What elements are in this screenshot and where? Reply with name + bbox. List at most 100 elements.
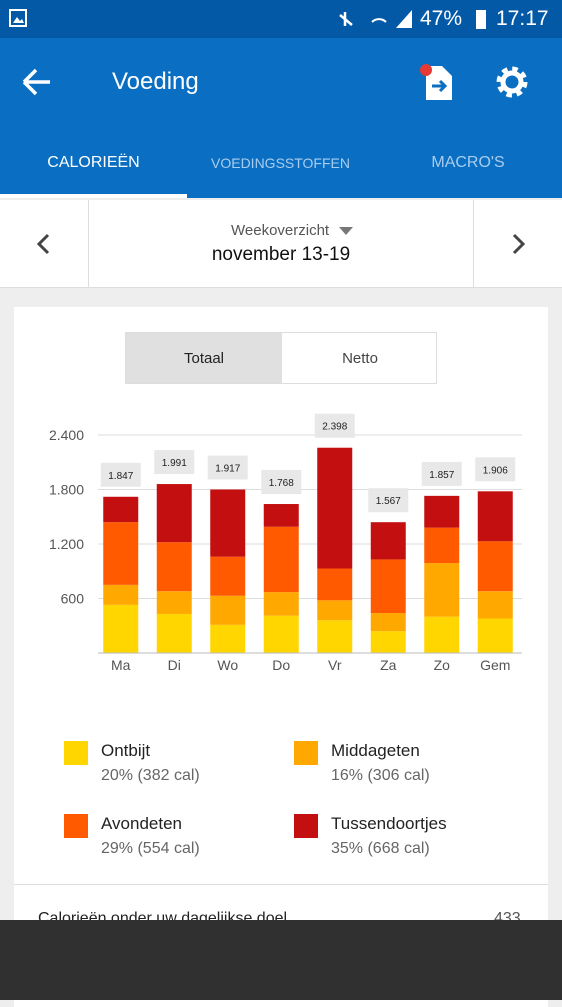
tab-indicator xyxy=(0,194,187,198)
legend-label: Avondeten xyxy=(101,814,182,833)
total-label-box xyxy=(261,470,302,495)
bar-segment xyxy=(424,563,460,617)
bar-segment xyxy=(263,526,299,593)
legend-detail: 20% (382 cal) xyxy=(101,767,200,784)
toggle-option[interactable]: Totaal xyxy=(183,350,225,367)
total-label: 1.991 xyxy=(162,458,187,469)
bar-segment xyxy=(370,522,406,560)
bar-segment xyxy=(156,613,192,653)
legend-label: Ontbijt xyxy=(101,741,150,760)
legend-swatch xyxy=(294,741,318,765)
divider xyxy=(473,200,474,288)
bar-segment xyxy=(210,624,246,653)
status-bar: 47% 17:17 xyxy=(0,0,562,38)
total-label: 1.917 xyxy=(215,464,240,475)
bar-segment xyxy=(477,618,513,653)
back-button[interactable] xyxy=(18,62,58,102)
next-week[interactable] xyxy=(508,232,528,256)
card xyxy=(14,307,548,1007)
bar-segment xyxy=(370,613,406,632)
bar-segment xyxy=(317,600,353,621)
y-tick-label: 1.800 xyxy=(49,482,84,498)
bar-segment xyxy=(210,489,246,557)
legend-swatch xyxy=(294,814,318,838)
battery: 47% xyxy=(420,7,463,30)
bar-segment xyxy=(424,495,460,528)
bar-segment xyxy=(210,556,246,596)
bar-segment xyxy=(103,604,139,653)
total-label: 1.847 xyxy=(108,471,133,482)
clock: 17:17 xyxy=(496,7,549,30)
nav-bar xyxy=(0,920,562,1000)
total-label: 1.906 xyxy=(483,465,508,476)
legend-swatch xyxy=(64,741,88,765)
total-label: 1.567 xyxy=(376,496,401,507)
total-label-box xyxy=(207,455,248,480)
bar-segment xyxy=(370,631,406,653)
y-tick-label: 2.400 xyxy=(49,427,84,443)
bar-segment xyxy=(424,616,460,653)
x-tick-label: Wo xyxy=(217,657,238,673)
prev-week[interactable] xyxy=(34,232,54,256)
legend-label: Middageten xyxy=(331,741,420,760)
total-label-box xyxy=(421,461,462,486)
divider xyxy=(88,200,89,288)
total-label: 1.768 xyxy=(269,478,294,489)
total-label-box xyxy=(368,488,409,513)
x-tick-label: Zo xyxy=(434,657,451,673)
export-button[interactable] xyxy=(418,62,458,104)
settings-button[interactable] xyxy=(492,62,532,102)
bar-segment xyxy=(156,542,192,592)
total-label-box xyxy=(154,450,195,475)
bar-segment xyxy=(317,447,353,569)
toggle-option[interactable]: Netto xyxy=(342,350,378,367)
x-tick-label: Ma xyxy=(111,657,131,673)
legend-detail: 29% (554 cal) xyxy=(101,840,200,857)
x-tick-label: Di xyxy=(168,657,181,673)
app-bar: Voeding CALORIEËN VOEDINGSSTOFFEN MACRO'… xyxy=(0,38,562,198)
total-label: 1.857 xyxy=(429,470,454,481)
x-tick-label: Za xyxy=(380,657,397,673)
legend-swatch xyxy=(64,814,88,838)
total-label: 2.398 xyxy=(322,422,347,433)
bar-segment xyxy=(317,568,353,601)
status-icons xyxy=(9,9,486,29)
legend-detail: 35% (668 cal) xyxy=(331,840,430,857)
legend-detail: 16% (306 cal) xyxy=(331,767,430,784)
bar-segment xyxy=(263,504,299,527)
bar-segment xyxy=(156,484,192,543)
bar-segment xyxy=(370,559,406,614)
divider xyxy=(14,884,548,885)
toggle: Totaal Netto xyxy=(125,332,437,384)
bar-segment xyxy=(317,620,353,653)
tab[interactable]: MACRO'S xyxy=(431,154,505,171)
bar-segment xyxy=(424,527,460,564)
x-tick-label: Gem xyxy=(480,657,510,673)
date-nav: Weekoverzicht november 13-19 xyxy=(0,200,562,288)
bar-segment xyxy=(103,496,139,523)
bar-segment xyxy=(103,584,139,605)
tab[interactable]: VOEDINGSSTOFFEN xyxy=(211,155,350,171)
total-label-box xyxy=(100,462,141,487)
chart: 600 1.200 1.800 2.400 1.847 Ma 1.991 Di 1.917 Wo 1… xyxy=(49,413,522,857)
dropdown-arrow xyxy=(339,227,353,235)
y-tick-label: 1.200 xyxy=(49,536,84,552)
x-tick-label: Vr xyxy=(328,657,342,673)
bar-segment xyxy=(263,615,299,653)
bar-segment xyxy=(477,491,513,542)
total-label-box xyxy=(475,457,516,482)
toggle-active[interactable] xyxy=(126,333,282,383)
tab[interactable]: CALORIEËN xyxy=(47,154,140,171)
bar-segment xyxy=(103,522,139,585)
legend-label: Tussendoortjes xyxy=(331,814,447,833)
app-title: Voeding xyxy=(112,68,199,95)
bar-segment xyxy=(477,541,513,592)
bar-segment xyxy=(210,595,246,625)
view-label[interactable]: Weekoverzicht xyxy=(231,222,330,239)
x-tick-label: Do xyxy=(272,657,290,673)
y-tick-label: 600 xyxy=(61,591,85,607)
bar-segment xyxy=(156,591,192,614)
bar-segment xyxy=(263,592,299,616)
total-label-box xyxy=(314,413,355,438)
